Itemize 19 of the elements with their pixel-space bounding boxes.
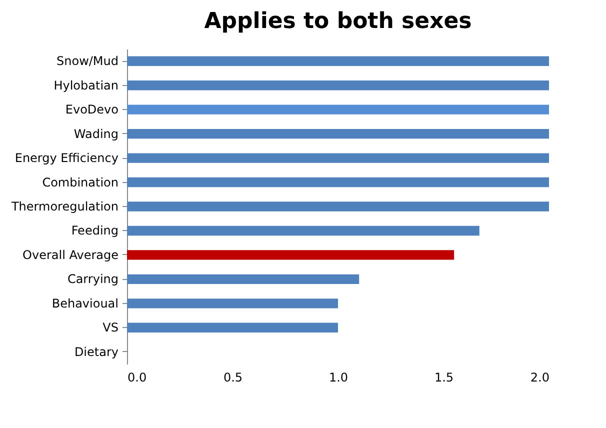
x-tick-label: 0.0 bbox=[128, 370, 147, 384]
y-tick-label: Hylobatian bbox=[54, 78, 118, 92]
y-tick-label: Wading bbox=[74, 126, 118, 141]
x-tick-label: 1.0 bbox=[328, 370, 348, 384]
y-tick-label: Combination bbox=[42, 175, 118, 190]
x-tick-label: 2.0 bbox=[530, 370, 550, 384]
chart-title: Applies to both sexes bbox=[204, 9, 472, 34]
y-tick-label: Carrying bbox=[67, 272, 118, 286]
y-tick-label: Behavioual bbox=[52, 296, 118, 310]
y-tick-label: Snow/Mud bbox=[56, 54, 118, 68]
y-tick-label: Feeding bbox=[71, 224, 118, 238]
y-tick-label: VS bbox=[102, 320, 118, 335]
y-tick-label: Dietary bbox=[74, 344, 118, 359]
x-tick-label: 0.5 bbox=[223, 370, 243, 384]
y-tick-label: Thermoregulation bbox=[10, 200, 118, 214]
y-tick-label: Overall Average bbox=[22, 248, 118, 262]
x-tick-label: 1.5 bbox=[434, 370, 454, 384]
y-tick-label: Energy Efficiency bbox=[14, 151, 118, 166]
y-tick-label: EvoDevo bbox=[65, 102, 118, 117]
